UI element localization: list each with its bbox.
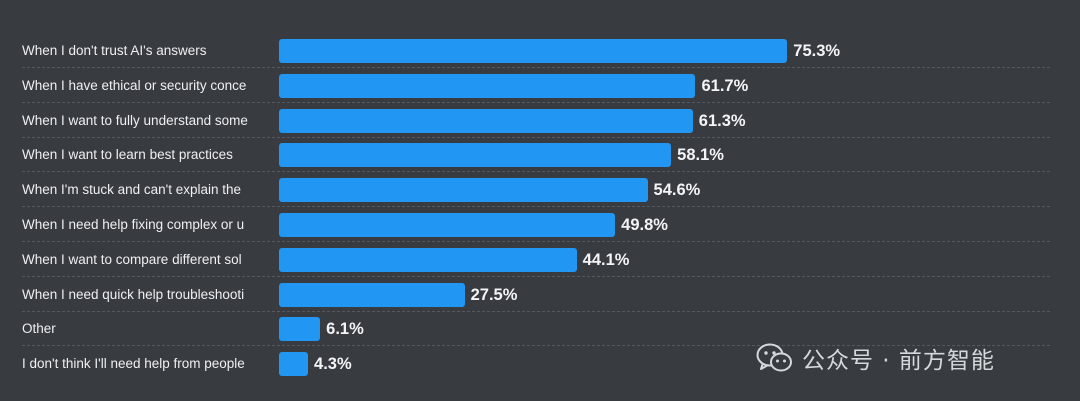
value-label: 75.3% <box>793 42 841 60</box>
value-label: 61.7% <box>701 76 749 95</box>
category-label: When I have ethical or security conce <box>22 77 247 93</box>
bar <box>279 178 648 203</box>
value-label: 4.3% <box>314 355 352 374</box>
bar-row: I don't think I'll need help from people… <box>22 347 1050 381</box>
bar <box>279 282 465 307</box>
value-label: 27.5% <box>470 285 518 304</box>
category-label: Other <box>22 321 56 337</box>
wechat-icon <box>756 343 792 372</box>
category-label: When I don't trust AI's answers <box>22 43 207 58</box>
bar <box>279 143 672 168</box>
bar <box>279 247 577 272</box>
category-label: When I want to fully understand some <box>22 112 248 128</box>
bar-row: Other 6.1% <box>22 312 1050 347</box>
category-label: When I need help fixing complex or u <box>22 217 245 232</box>
value-label: 44.1% <box>582 250 630 269</box>
bar-row: When I don't trust AI's answers 75.3% <box>22 34 1050 68</box>
bar-row: When I need quick help troubleshooti 27.5… <box>22 278 1050 312</box>
bar-row: When I'm stuck and can't explain the 54.6… <box>22 173 1050 208</box>
bar-row: When I want to learn best practices 58.1% <box>22 138 1050 173</box>
bar-row: When I want to compare different sol 44.1… <box>22 243 1050 277</box>
category-label: I don't think I'll need help from people <box>22 356 245 372</box>
value-label: 49.8% <box>621 216 668 234</box>
value-label: 58.1% <box>677 146 724 165</box>
bar-row: When I need help fixing complex or u 49.8… <box>22 208 1050 242</box>
value-label: 54.6% <box>653 181 701 200</box>
bar <box>279 39 788 63</box>
value-label: 61.3% <box>698 111 746 130</box>
row-divider <box>22 171 1050 173</box>
bar <box>279 352 309 377</box>
row-divider <box>22 206 1050 208</box>
bar <box>279 108 693 133</box>
category-label: When I want to compare different sol <box>22 251 242 267</box>
row-divider <box>22 310 1050 312</box>
row-divider <box>22 136 1050 138</box>
watermark: 公众号 · 前方智能 <box>756 338 995 378</box>
row-divider <box>22 67 1050 68</box>
value-label: 6.1% <box>326 320 364 339</box>
row-divider <box>22 101 1050 103</box>
bar-row: When I have ethical or security conce 61.… <box>22 69 1050 103</box>
category-label: When I need quick help troubleshooti <box>22 286 245 302</box>
category-label: When I'm stuck and can't explain the <box>22 182 242 198</box>
row-divider <box>22 345 1050 347</box>
category-label: When I want to learn best practices <box>22 147 233 163</box>
row-divider <box>22 241 1050 242</box>
bar-row: When I want to fully understand some 61.3… <box>22 104 1050 138</box>
row-divider <box>22 275 1050 277</box>
bar <box>279 73 696 98</box>
watermark-text: 公众号 · 前方智能 <box>802 348 995 374</box>
bar <box>279 317 321 342</box>
bar <box>279 213 616 237</box>
